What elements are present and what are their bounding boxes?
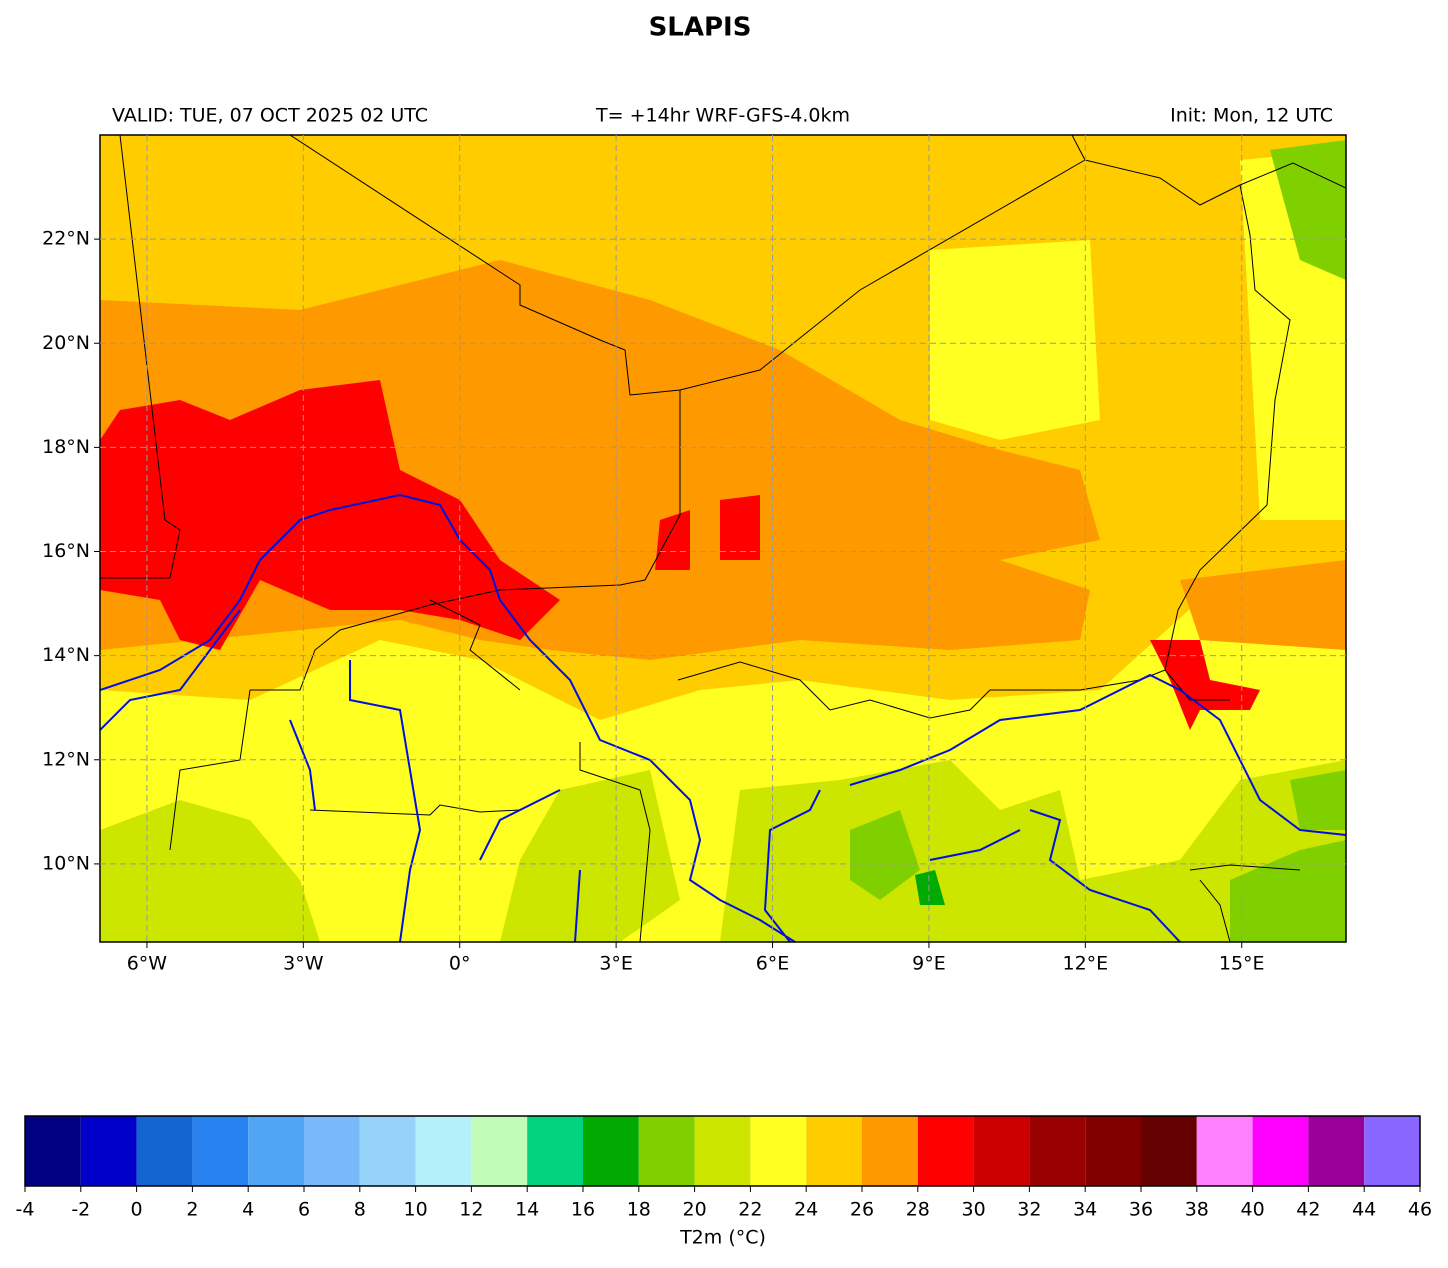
colorbar-cell	[25, 1116, 81, 1186]
lon-label: 15°E	[1219, 953, 1265, 975]
colorbar-cell	[359, 1116, 416, 1186]
colorbar-cell	[583, 1116, 639, 1186]
colorbar-cell	[136, 1116, 193, 1186]
lon-label: 6°E	[756, 953, 790, 975]
colorbar-tick-label: 28	[906, 1199, 930, 1221]
colorbar-cell	[1252, 1116, 1309, 1186]
colorbar-cell	[471, 1116, 528, 1186]
colorbar-cell	[415, 1116, 472, 1186]
colorbar-tick-label: -2	[71, 1199, 90, 1221]
colorbar-tick-label: 8	[354, 1199, 366, 1221]
colorbar-cell	[1141, 1116, 1197, 1186]
colorbar-cell	[304, 1116, 360, 1186]
colorbar-tick-label: 14	[515, 1199, 539, 1221]
colorbar-cell	[694, 1116, 751, 1186]
colorbar-cell	[248, 1116, 304, 1186]
colorbar-cell	[80, 1116, 137, 1186]
lat-label: 22°N	[42, 228, 90, 250]
lat-label: 10°N	[42, 852, 90, 874]
colorbar-tick-label: 34	[1073, 1199, 1097, 1221]
lon-label: 0°	[449, 953, 471, 975]
colorbar-tick-label: 6	[298, 1199, 310, 1221]
colorbar-tick-label: 4	[242, 1199, 254, 1221]
colorbar-tick-label: 26	[850, 1199, 874, 1221]
title: SLAPIS	[649, 13, 752, 43]
lat-label: 20°N	[42, 332, 90, 354]
colorbar-cell	[862, 1116, 918, 1186]
lat-label: 14°N	[42, 644, 90, 666]
lat-label: 12°N	[42, 748, 90, 770]
colorbar-tick-label: 44	[1352, 1199, 1376, 1221]
colorbar-label: T2m (°C)	[679, 1227, 766, 1249]
colorbar-tick-label: 36	[1129, 1199, 1153, 1221]
colorbar-frame	[24, 1115, 1421, 1187]
colorbar-tick-label: 12	[459, 1199, 483, 1221]
colorbar-tick-label: 30	[962, 1199, 986, 1221]
lon-label: 3°W	[283, 953, 324, 975]
colorbar-tick-label: 18	[627, 1199, 651, 1221]
colorbar-cell	[1308, 1116, 1365, 1186]
colorbar-cell	[1085, 1116, 1141, 1186]
colorbar-tick-label: 22	[738, 1199, 762, 1221]
lon-label: 6°W	[127, 953, 168, 975]
temperature-field	[100, 135, 1346, 942]
lon-label: 9°E	[912, 953, 946, 975]
colorbar-tick-label: 38	[1185, 1199, 1209, 1221]
colorbar-cell	[1196, 1116, 1253, 1186]
colorbar-tick-label: 2	[186, 1199, 198, 1221]
valid-time: VALID: TUE, 07 OCT 2025 02 UTC	[112, 105, 428, 127]
colorbar-tick-label: 0	[131, 1199, 143, 1221]
colorbar-cell	[1029, 1116, 1086, 1186]
colorbar-cell	[527, 1116, 583, 1186]
colorbar-tick-label: -4	[16, 1199, 35, 1221]
colorbar-tick-label: 24	[794, 1199, 818, 1221]
colorbar-tick-label: 42	[1296, 1199, 1320, 1221]
colorbar-tick-label: 46	[1408, 1199, 1432, 1221]
colorbar-tick-label: 10	[404, 1199, 428, 1221]
lat-label: 16°N	[42, 540, 90, 562]
lon-label: 12°E	[1062, 953, 1108, 975]
colorbar-cell	[638, 1116, 695, 1186]
colorbar-tick-label: 40	[1241, 1199, 1265, 1221]
forecast-run: T= +14hr WRF-GFS-4.0km	[595, 105, 850, 127]
colorbar-tick-label: 16	[571, 1199, 595, 1221]
colorbar-tick-label: 20	[683, 1199, 707, 1221]
colorbar-cell	[806, 1116, 862, 1186]
colorbar-tick-label: 32	[1017, 1199, 1041, 1221]
colorbar-cell	[192, 1116, 249, 1186]
colorbar-cell	[917, 1116, 974, 1186]
lat-label: 18°N	[42, 436, 90, 458]
lon-label: 3°E	[599, 953, 633, 975]
colorbar-cell	[973, 1116, 1030, 1186]
colorbar-cell	[1364, 1116, 1420, 1186]
colorbar-cell	[750, 1116, 807, 1186]
init-time: Init: Mon, 12 UTC	[1170, 105, 1333, 127]
map-frame	[99, 134, 1347, 943]
